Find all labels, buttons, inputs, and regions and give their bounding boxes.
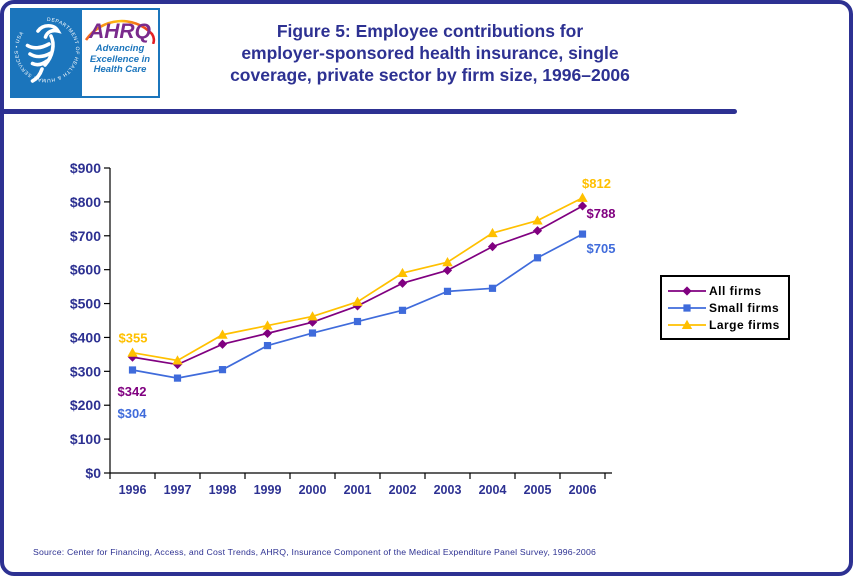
legend-label: Small firms <box>709 300 780 315</box>
tagline-line: Excellence in <box>89 53 151 65</box>
ahrq-logo: AHRQ Advancing Excellence in Health Care <box>82 10 158 96</box>
figure-title-line-3: coverage, private sector by firm size, 1… <box>230 65 630 85</box>
legend-item: All firms <box>668 282 780 299</box>
chart-legend: All firms Small firms Large firms <box>660 275 790 340</box>
legend-square-icon <box>668 303 706 312</box>
legend-item: Small firms <box>668 299 780 316</box>
figure-title-line-1: Figure 5: Employee contributions for <box>276 21 584 41</box>
hhs-seal: DEPARTMENT OF HEALTH & HUMAN SERVICES • … <box>12 10 82 96</box>
tagline-line: Advancing <box>95 43 145 54</box>
ahrq-wordmark: AHRQ <box>89 20 151 43</box>
legend-label: All firms <box>709 283 762 298</box>
ahrq-tagline: Advancing Excellence in Health Care <box>82 43 158 76</box>
tagline-line: Health Care <box>93 64 147 75</box>
legend-diamond-icon <box>668 285 706 296</box>
source-text: Source: Center for Financing, Access, an… <box>33 547 597 557</box>
legend-label: Large firms <box>709 317 780 332</box>
legend-triangle-icon <box>668 319 706 329</box>
figure-title-line-2: employer-sponsored health insurance, sin… <box>241 43 619 63</box>
legend-item: Large firms <box>668 316 780 333</box>
hhs-eagle-icon: DEPARTMENT OF HEALTH & HUMAN SERVICES • … <box>14 17 80 83</box>
figure-title: Figure 5: Employee contributions for emp… <box>170 20 690 86</box>
ahrq-hhs-logo: DEPARTMENT OF HEALTH & HUMAN SERVICES • … <box>10 8 160 98</box>
header-divider <box>4 109 737 114</box>
rainbow-arc-icon <box>84 19 156 44</box>
